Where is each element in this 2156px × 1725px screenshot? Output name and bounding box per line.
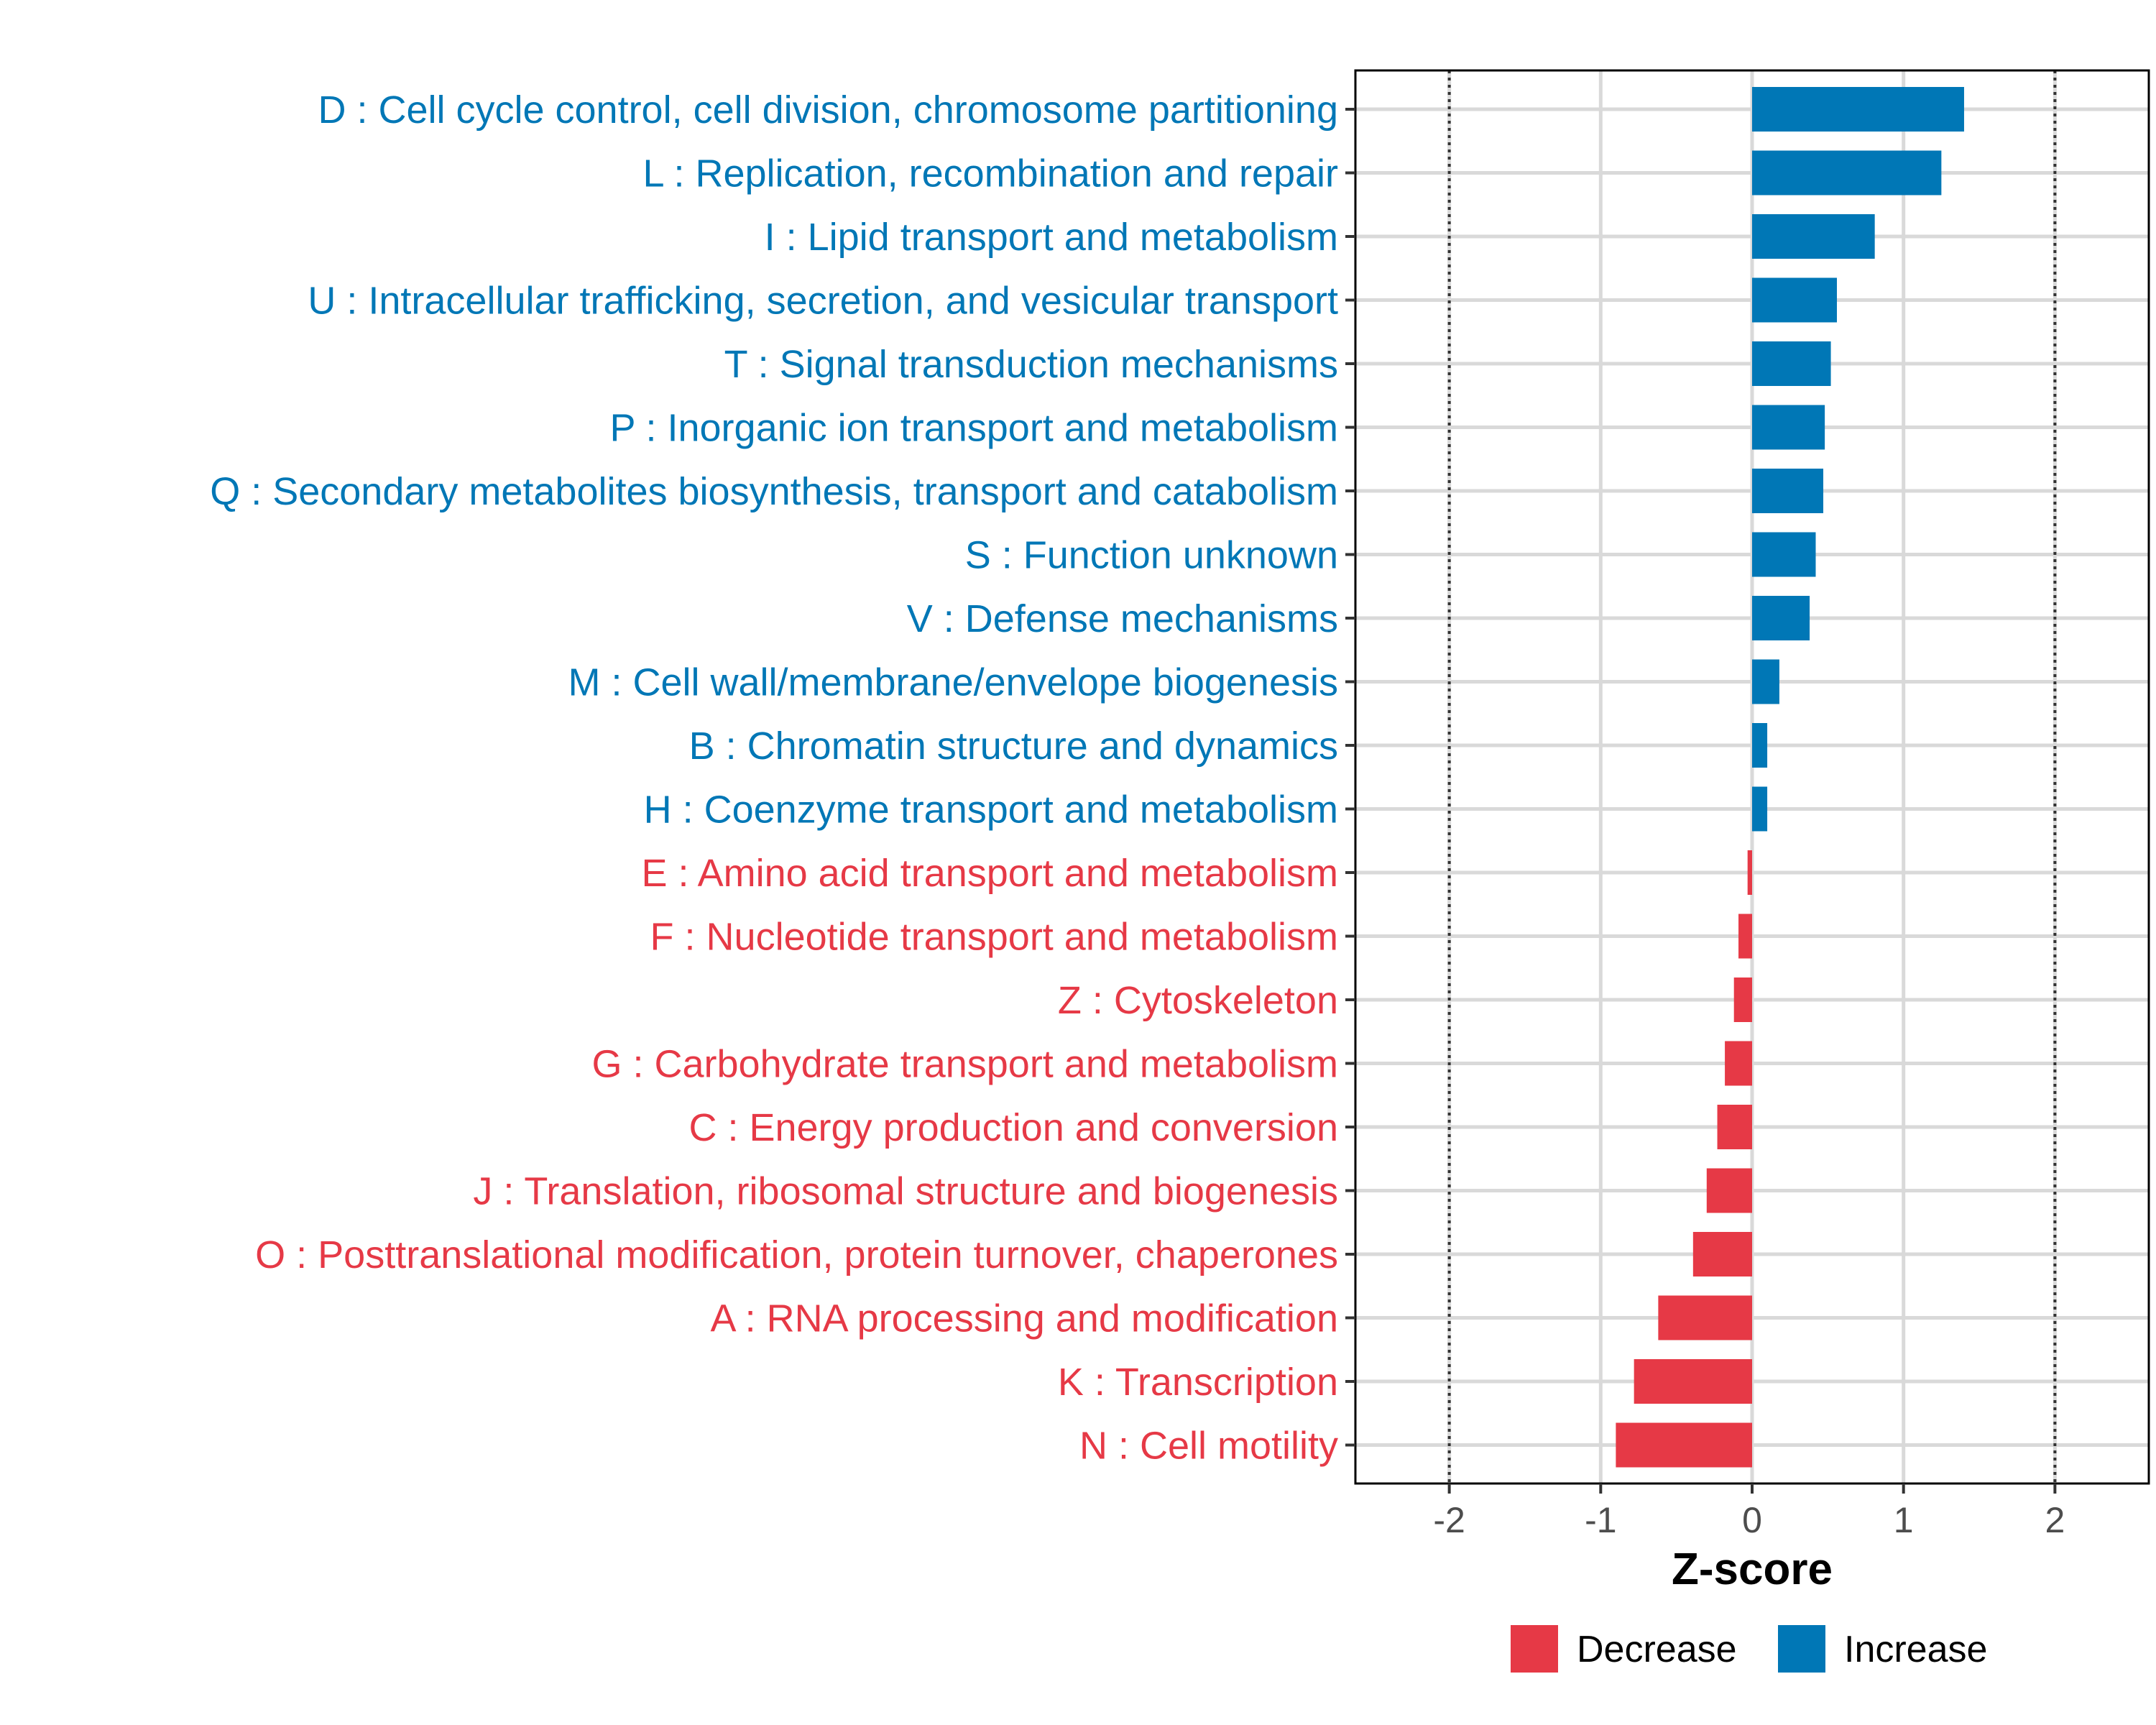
category-label: K : Transcription — [1058, 1361, 1338, 1404]
bar-e — [1747, 850, 1752, 895]
reference-lines — [1447, 70, 2057, 1484]
bar-s — [1752, 532, 1816, 577]
category-label: P : Inorganic ion transport and metaboli… — [609, 407, 1338, 450]
bar-g — [1725, 1041, 1752, 1086]
category-label: I : Lipid transport and metabolism — [765, 216, 1338, 259]
category-label: U : Intracellular trafficking, secretion… — [308, 280, 1338, 323]
bar-h — [1752, 786, 1768, 832]
x-tick-label: 1 — [1894, 1500, 1914, 1540]
bar-n — [1616, 1422, 1752, 1468]
category-label: V : Defense mechanisms — [907, 597, 1338, 640]
bars — [1616, 87, 1964, 1468]
bar-m — [1752, 659, 1779, 704]
x-tick-label: 0 — [1742, 1500, 1762, 1540]
bar-t — [1752, 341, 1831, 386]
bar-q — [1752, 469, 1824, 513]
category-label: S : Function unknown — [965, 534, 1338, 577]
category-label: G : Carbohydrate transport and metabolis… — [592, 1043, 1339, 1086]
bar-i — [1752, 214, 1875, 259]
category-label: C : Energy production and conversion — [688, 1106, 1338, 1149]
category-label: B : Chromatin structure and dynamics — [689, 724, 1338, 768]
category-label: M : Cell wall/membrane/envelope biogenes… — [568, 661, 1338, 704]
legend: Decrease Increase — [1511, 1625, 1987, 1673]
x-axis-title: Z-score — [1672, 1545, 1833, 1594]
category-label: Z : Cytoskeleton — [1058, 979, 1338, 1022]
bar-z — [1733, 978, 1752, 1022]
bar-v — [1752, 596, 1810, 640]
x-tick-label: 2 — [2045, 1500, 2065, 1540]
category-label: E : Amino acid transport and metabolism — [642, 852, 1338, 895]
bar-p — [1752, 405, 1825, 450]
bar-f — [1738, 914, 1752, 959]
legend-label-decrease: Decrease — [1577, 1629, 1737, 1670]
legend-label-increase: Increase — [1844, 1629, 1987, 1670]
bar-u — [1752, 277, 1837, 323]
legend-key-increase — [1778, 1625, 1825, 1673]
bar-j — [1706, 1168, 1752, 1213]
category-label: A : RNA processing and modification — [711, 1297, 1338, 1340]
bar-b — [1752, 723, 1768, 768]
bar-c — [1717, 1105, 1752, 1149]
bar-d — [1752, 87, 1964, 132]
bar-l — [1752, 150, 1942, 196]
category-label: L : Replication, recombination and repai… — [642, 152, 1338, 196]
bar-a — [1658, 1295, 1752, 1340]
y-axis: D : Cell cycle control, cell division, c… — [210, 88, 1355, 1468]
category-label: T : Signal transduction mechanisms — [724, 343, 1338, 386]
bar-o — [1692, 1232, 1752, 1276]
category-label: O : Posttranslational modification, prot… — [255, 1233, 1338, 1276]
category-label: F : Nucleotide transport and metabolism — [650, 916, 1338, 959]
category-label: D : Cell cycle control, cell division, c… — [318, 88, 1338, 132]
x-tick-label: -1 — [1585, 1500, 1616, 1540]
x-axis: -2 -1 0 1 2 — [1433, 1484, 2065, 1540]
x-tick-label: -2 — [1433, 1500, 1465, 1540]
category-label: Q : Secondary metabolites biosynthesis, … — [210, 470, 1338, 513]
category-label: H : Coenzyme transport and metabolism — [644, 788, 1338, 832]
bar-k — [1634, 1359, 1752, 1404]
legend-key-decrease — [1511, 1625, 1558, 1673]
category-label: N : Cell motility — [1079, 1425, 1338, 1468]
category-label: J : Translation, ribosomal structure and… — [473, 1170, 1338, 1213]
